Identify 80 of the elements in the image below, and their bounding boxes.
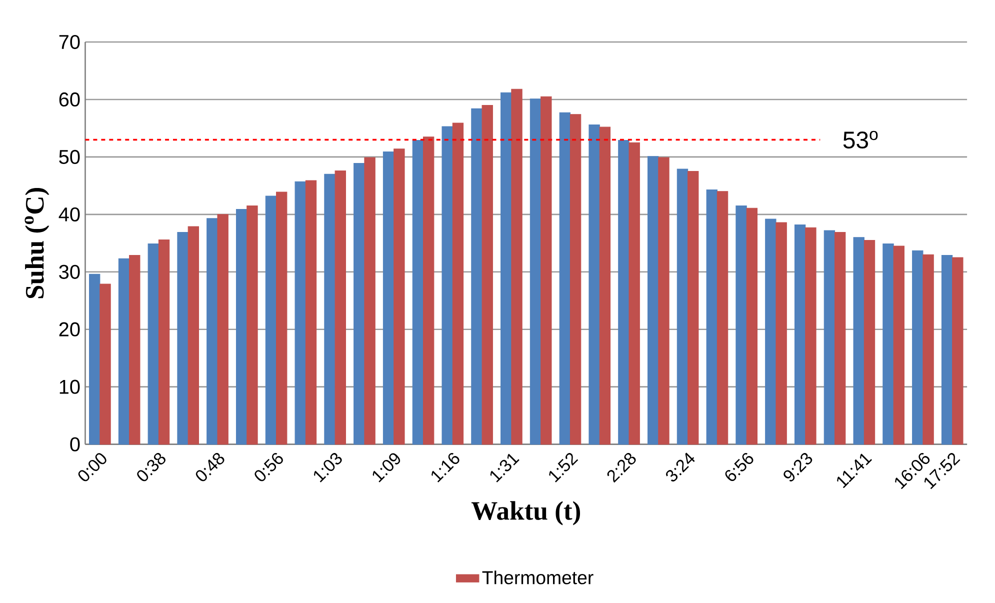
bar xyxy=(158,239,170,444)
bar xyxy=(628,142,640,444)
bar xyxy=(246,205,258,444)
y-tick-label: 20 xyxy=(59,322,80,336)
y-tick-label: 40 xyxy=(58,207,80,222)
bar xyxy=(776,222,787,444)
x-tick-label: 9:23 xyxy=(784,452,812,482)
bar xyxy=(148,243,159,444)
y-tick-label: 30 xyxy=(59,264,80,279)
bar xyxy=(442,126,453,444)
bar xyxy=(265,196,277,444)
bar xyxy=(500,92,512,444)
bar xyxy=(765,218,776,444)
y-tick-label: 60 xyxy=(59,92,80,106)
bar xyxy=(129,254,140,444)
bar xyxy=(648,156,659,444)
bar xyxy=(89,274,100,444)
bar xyxy=(736,205,747,444)
bar xyxy=(482,104,493,444)
bar xyxy=(511,88,522,444)
bar xyxy=(658,157,670,444)
bar xyxy=(864,240,876,444)
bar xyxy=(412,140,424,444)
bar xyxy=(324,174,336,444)
y-tick-label: 50 xyxy=(59,150,80,164)
bar xyxy=(716,191,728,444)
y-tick-label: 70 xyxy=(59,34,80,49)
bar xyxy=(588,124,600,444)
bar xyxy=(206,218,218,444)
y-axis-title: Suhu ($^{o}$C) xyxy=(24,188,50,298)
bar xyxy=(276,192,288,444)
bar xyxy=(824,230,836,444)
bar xyxy=(471,108,482,444)
bar xyxy=(794,224,806,444)
bar xyxy=(422,136,434,444)
bar xyxy=(217,214,228,444)
bar xyxy=(118,258,130,444)
x-tick-label: 1:31 xyxy=(490,454,520,482)
bar xyxy=(893,246,904,444)
bar xyxy=(452,122,464,444)
x-tick-label: 6:56 xyxy=(725,452,754,481)
bar xyxy=(853,237,864,444)
x-tick-label: 0:00 xyxy=(78,453,106,482)
bar xyxy=(676,168,688,444)
y-tick-label: 10 xyxy=(60,380,80,394)
bar xyxy=(559,112,570,444)
y-tick-label: 0 xyxy=(70,437,80,452)
bar xyxy=(354,162,365,444)
bar xyxy=(100,284,111,444)
bar xyxy=(882,243,894,444)
bar xyxy=(912,250,924,444)
x-tick-label: 0:48 xyxy=(196,452,224,482)
bar xyxy=(540,96,552,444)
bar xyxy=(177,232,188,444)
bar xyxy=(599,126,611,444)
bar xyxy=(618,140,630,444)
bar xyxy=(294,181,306,444)
bar xyxy=(382,151,394,444)
bar xyxy=(834,232,846,444)
legend-label: Thermometer xyxy=(482,570,594,584)
bar xyxy=(305,180,317,444)
x-tick-label: 0:38 xyxy=(137,452,166,482)
x-tick-label: 0:56 xyxy=(254,452,283,482)
ref-line-label: 53$^{o}$ xyxy=(843,130,878,148)
bar xyxy=(570,114,582,444)
bar xyxy=(394,148,405,444)
bar xyxy=(941,254,953,444)
bar xyxy=(805,227,816,444)
bar xyxy=(922,254,934,444)
bar xyxy=(746,208,758,444)
bar xyxy=(188,226,200,444)
bar xyxy=(530,98,542,444)
bar xyxy=(364,157,376,444)
bar xyxy=(236,208,248,444)
bar xyxy=(952,257,964,444)
x-axis-title: Waktu (t) xyxy=(471,501,580,526)
x-tick-label: 3:24 xyxy=(666,452,695,482)
bar xyxy=(688,170,699,444)
bar xyxy=(334,170,346,444)
bar xyxy=(706,189,718,444)
